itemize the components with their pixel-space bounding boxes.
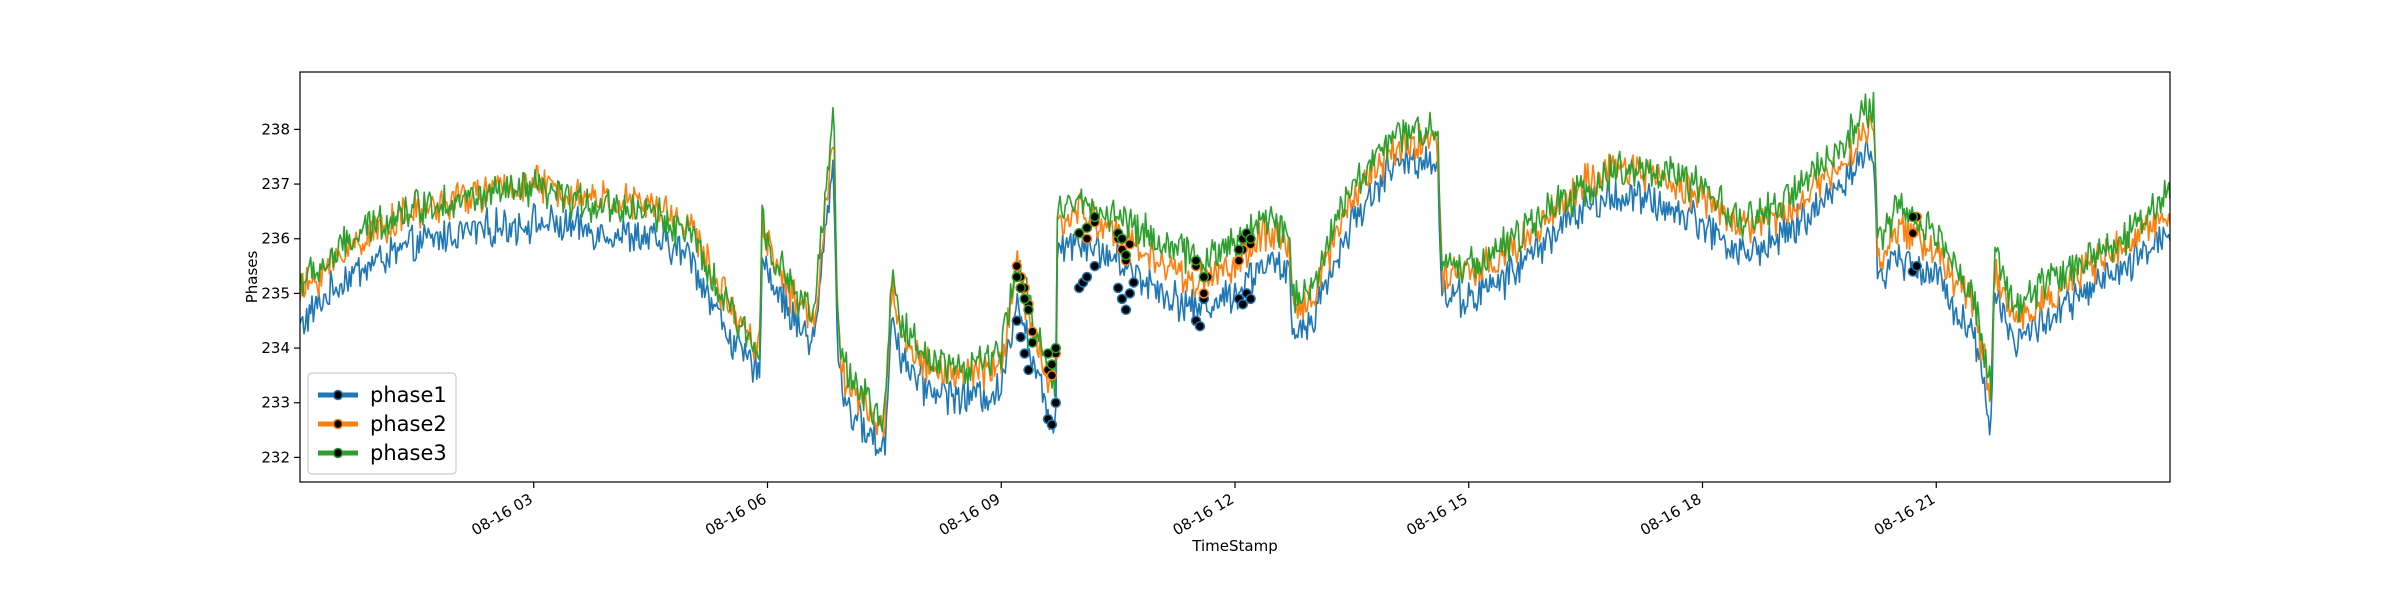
anomaly-marker-phase2 [1198, 288, 1210, 299]
anomaly-marker-phase1 [1237, 299, 1249, 310]
anomaly-marker-phase2 [1233, 255, 1245, 266]
anomaly-marker-phase1 [1128, 277, 1139, 288]
anomaly-marker-phase3 [1120, 249, 1132, 261]
anomaly-marker-phase1 [1081, 271, 1093, 283]
y-tick-label: 238 [261, 120, 290, 138]
series-line-phase2 [300, 114, 2170, 438]
anomaly-marker-phase3 [1050, 342, 1062, 354]
legend-marker-phase2 [332, 418, 344, 430]
x-tick-label: 08-16 06 [702, 490, 769, 539]
anomaly-marker-phase3 [1027, 337, 1038, 348]
anomaly-marker-phase3 [1116, 233, 1128, 244]
series-layer [300, 91, 2170, 457]
x-axis-label: TimeStamp [1191, 537, 1277, 555]
anomaly-marker-phase2 [1027, 326, 1038, 337]
anomaly-marker-phase3 [1023, 304, 1034, 316]
legend-label-phase3: phase3 [370, 441, 447, 465]
legend-marker-phase3 [332, 447, 344, 459]
anomaly-marker-phase1 [1120, 304, 1132, 316]
anomaly-marker-phase3 [1233, 244, 1245, 255]
anomaly-marker-phase3 [1046, 359, 1058, 370]
legend-marker-phase1 [332, 389, 344, 401]
anomaly-marker-phase1 [1112, 282, 1124, 294]
x-tick-label: 08-16 12 [1170, 490, 1237, 539]
anomaly-marker-phase1 [1019, 348, 1030, 359]
legend-label-phase2: phase2 [370, 412, 447, 436]
x-tick-label: 08-16 21 [1871, 490, 1938, 539]
anomaly-marker-phase3 [1907, 211, 1919, 223]
anomaly-marker-phase3 [1089, 211, 1100, 223]
legend-box [307, 372, 457, 475]
y-tick-label: 237 [261, 175, 290, 193]
anomaly-marker-phase1 [1046, 419, 1058, 430]
anomaly-marker-phase3 [1245, 233, 1256, 244]
anomaly-marker-phase2 [1046, 370, 1058, 381]
y-axis: 232 233 234 235 236 237 238 [261, 120, 300, 466]
x-tick-label: 08-16 15 [1403, 490, 1470, 539]
anomaly-marker-phase1 [1116, 293, 1128, 305]
y-tick-label: 235 [261, 284, 290, 302]
x-tick-label: 08-16 18 [1637, 490, 1704, 539]
legend-label-phase1: phase1 [370, 383, 447, 407]
anomaly-marker-phase3 [1073, 228, 1085, 239]
anomaly-marker-phase1 [1124, 288, 1136, 299]
x-axis: 08-16 03 08-16 06 08-16 09 08-16 12 08-16 15… [468, 482, 1938, 539]
anomaly-marker-phase3 [1019, 293, 1030, 305]
anomaly-marker-phase1 [1194, 320, 1206, 332]
y-tick-label: 233 [261, 394, 290, 412]
anomaly-marker-phase1 [1245, 293, 1256, 305]
anomaly-marker-phase1 [1050, 397, 1062, 408]
anomaly-marker-phase2 [1081, 233, 1093, 244]
anomaly-marker-phase1 [1911, 260, 1923, 272]
anomaly-marker-phase1 [1023, 364, 1034, 376]
anomaly-marker-phase3 [1042, 348, 1054, 359]
anomaly-marker-phase2 [1011, 260, 1023, 272]
anomaly-marker-phase2 [1907, 228, 1919, 239]
legend: phase1 phase2 phase3 [307, 372, 457, 475]
anomaly-marker-phase3 [1011, 271, 1023, 283]
anomaly-marker-phase3 [1198, 271, 1210, 283]
anomaly-marker-phase3 [1190, 255, 1202, 266]
anomaly-marker-layer [1011, 211, 1923, 430]
anomaly-marker-phase1 [1011, 315, 1023, 326]
anomaly-marker-phase3 [1015, 282, 1026, 294]
y-axis-label: Phases [243, 251, 261, 304]
anomaly-marker-phase2 [1124, 238, 1136, 250]
anomaly-marker-phase1 [1015, 331, 1026, 343]
y-tick-label: 232 [261, 448, 290, 466]
x-tick-label: 08-16 03 [468, 490, 535, 539]
x-tick-label: 08-16 09 [936, 490, 1003, 539]
anomaly-marker-phase3 [1081, 222, 1093, 234]
y-tick-label: 234 [261, 339, 290, 357]
y-tick-label: 236 [261, 230, 290, 248]
series-line-phase1 [300, 136, 2170, 457]
anomaly-marker-phase1 [1089, 260, 1100, 272]
